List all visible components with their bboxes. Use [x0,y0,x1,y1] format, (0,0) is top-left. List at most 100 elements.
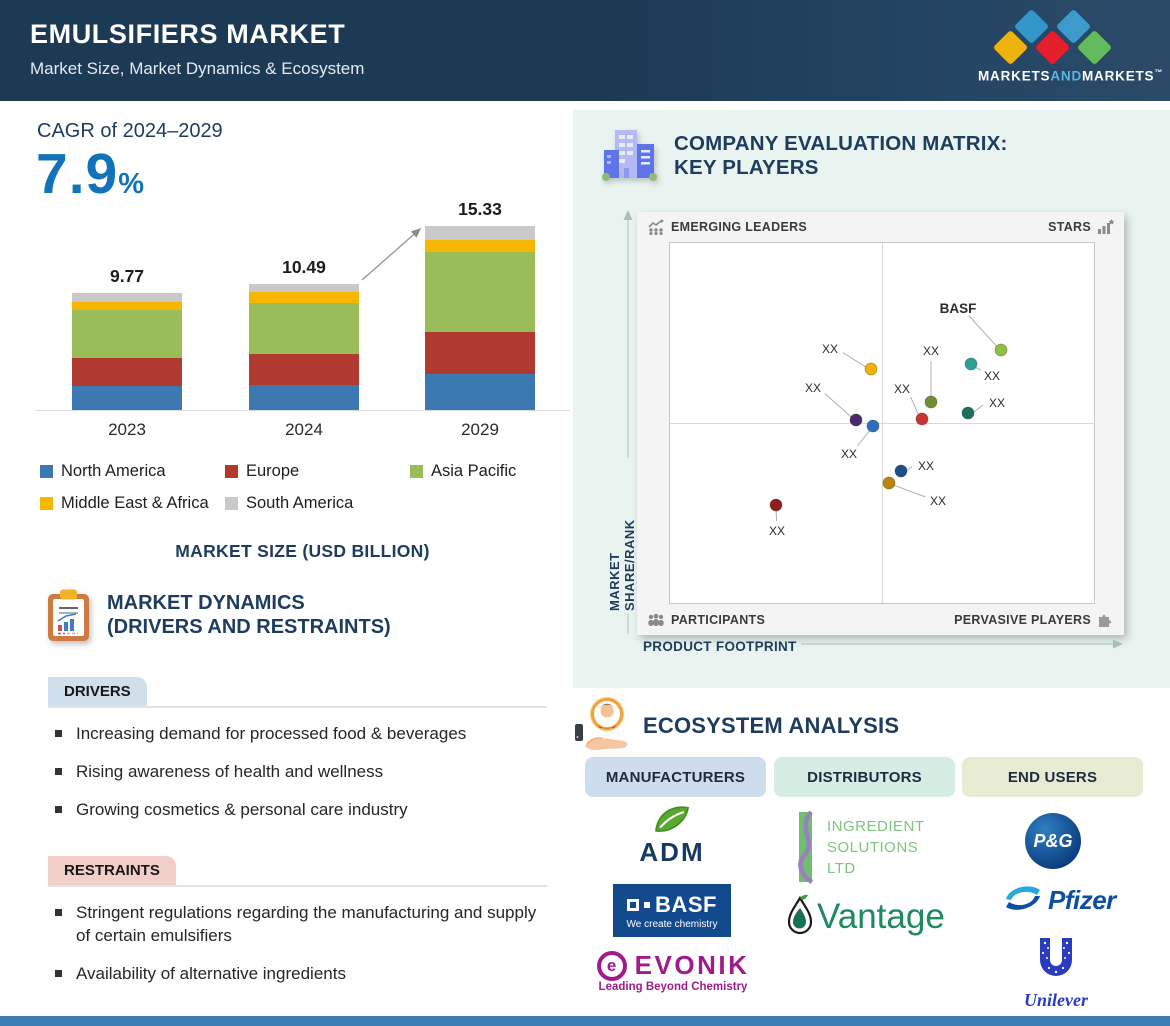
ecosystem-section: ECOSYSTEM ANALYSIS MANUFACTURERS DISTRIB… [573,688,1170,1017]
scatter-point-xx [924,395,938,409]
emerging-leaders-icon [648,219,664,235]
bullet-text: Stringent regulations regarding the manu… [76,903,537,945]
scatter-point-basf [994,343,1008,357]
stars-icon [1098,219,1114,234]
clipboard-chart-icon [48,589,89,641]
scatter-label-xx: XX [805,381,821,395]
market-size-bar-chart: 9.77 2023 10.49 2024 15.33 2029 [35,196,570,466]
vantage-drop-icon [787,894,813,935]
matrix-horizontal-divider [670,423,1094,424]
adm-logo: ADM [612,804,732,868]
company-evaluation-panel: COMPANY EVALUATION MATRIX: KEY PLAYERS M… [573,110,1170,688]
legend-item: Europe [225,461,410,481]
legend-label: Europe [246,461,300,480]
ecosystem-header: ECOSYSTEM ANALYSIS [575,694,899,758]
scatter-point-xx [866,419,880,433]
scatter-label-xx: XX [984,369,1000,383]
bullet-square [55,970,62,977]
bar-segment-asia-pacific [249,302,359,355]
bullet-text: Increasing demand for processed food & b… [76,724,467,743]
bar-segment-middle-east-africa [425,239,535,252]
x-axis-label: PRODUCT FOOTPRINT [643,639,797,654]
evonik-e-icon: e [596,950,627,981]
bar-segment-middle-east-africa [72,302,182,311]
drivers-list: Increasing demand for processed food & b… [55,722,555,836]
bar-segment-north-america [72,386,182,410]
scatter-label-xx: XX [989,396,1005,410]
leader-line [824,393,852,418]
driver-item: Rising awareness of health and wellness [55,760,555,783]
basf-square-icon [627,898,640,911]
bar-segment-south-america [249,284,359,293]
pfizer-swoosh-icon [1006,886,1040,910]
ecosystem-title: ECOSYSTEM ANALYSIS [643,713,900,738]
legend-label: Middle East & Africa [61,493,209,512]
pfizer-logo: Pfizer [1001,883,1116,917]
drivers-tab: DRIVERS [48,677,147,706]
bar-segment-europe [72,358,182,387]
restraint-item: Availability of alternative ingredients [55,962,555,985]
legend-swatch [225,496,238,510]
buildings-icon [602,130,657,181]
scatter-label-xx: XX [841,447,857,461]
stacked-bar [425,226,535,410]
leader-line [894,484,926,498]
bar-value-label: 9.77 [109,266,145,286]
hand-avatar-icon [575,697,628,751]
driver-item: Growing cosmetics & personal care indust… [55,798,555,821]
legend-item: Asia Pacific [410,461,568,481]
scatter-label-xx: XX [894,382,910,396]
leader-line [842,352,866,368]
matrix-title: COMPANY EVALUATION MATRIX: KEY PLAYERS [674,132,1008,179]
legend-item: Middle East & Africa [40,493,225,513]
scatter-point-xx [915,412,929,426]
driver-item: Increasing demand for processed food & b… [55,722,555,745]
legend-item: North America [40,461,225,481]
legend-label: South America [246,493,354,512]
chart-baseline [35,410,570,411]
page-subtitle: Market Size, Market Dynamics & Ecosystem [30,59,365,78]
bullet-text: Growing cosmetics & personal care indust… [76,800,408,819]
scatter-point-xx [864,362,878,376]
bar-category-label: 2024 [285,420,323,439]
bullet-square [55,730,62,737]
matrix-card: EMERGING LEADERS STARS BASF XX XX XX XX XX XX X… [637,212,1124,635]
legend-swatch [225,464,238,478]
leader-line [975,367,982,371]
scatter-point-xx [894,464,908,478]
leader-line [968,315,997,347]
header-bar: EMULSIFIERS MARKET Market Size, Market D… [0,0,1170,101]
end-users-header: END USERS [962,757,1143,797]
restraints-rule [48,885,547,887]
y-axis-label: MARKET SHARE/RANK [607,458,637,614]
restraint-item: Stringent regulations regarding the manu… [55,901,555,947]
basf-logo: BASF We create chemistry [613,884,731,937]
matrix-header: COMPANY EVALUATION MATRIX: KEY PLAYERS [600,126,1008,184]
bar-segment-north-america [425,373,535,410]
legend-item: South America [225,493,410,513]
pg-logo: P&G [1025,813,1081,869]
unilever-u-icon [1040,938,1072,976]
distributors-header: DISTRIBUTORS [774,757,955,797]
restraints-list: Stringent regulations regarding the manu… [55,901,555,1000]
participants-icon [648,613,664,626]
matrix-top-band: EMERGING LEADERS STARS [637,212,1124,242]
scatter-label-basf: BASF [940,301,977,316]
bullet-square [55,909,62,916]
puzzle-icon [1099,614,1112,627]
scatter-label-xx: XX [923,344,939,358]
scatter-label-xx: XX [822,342,838,356]
scatter-point-xx [882,476,896,490]
vantage-logo: Vantage [785,893,945,937]
leader-line [973,404,984,413]
unilever-logo: Unilever [1020,936,1092,1011]
scatter-point-xx [964,357,978,371]
legend-label: North America [61,461,166,480]
cagr-value: 7.9% [36,142,145,206]
bar-segment-europe [249,354,359,385]
bullet-square [55,768,62,775]
scatter-label-xx: XX [918,459,934,473]
scatter-point-xx [961,406,975,420]
quadrant-label-pervasive-players: PERVASIVE PLAYERS [954,612,1091,627]
quadrant-label-participants: PARTICIPANTS [671,612,766,627]
